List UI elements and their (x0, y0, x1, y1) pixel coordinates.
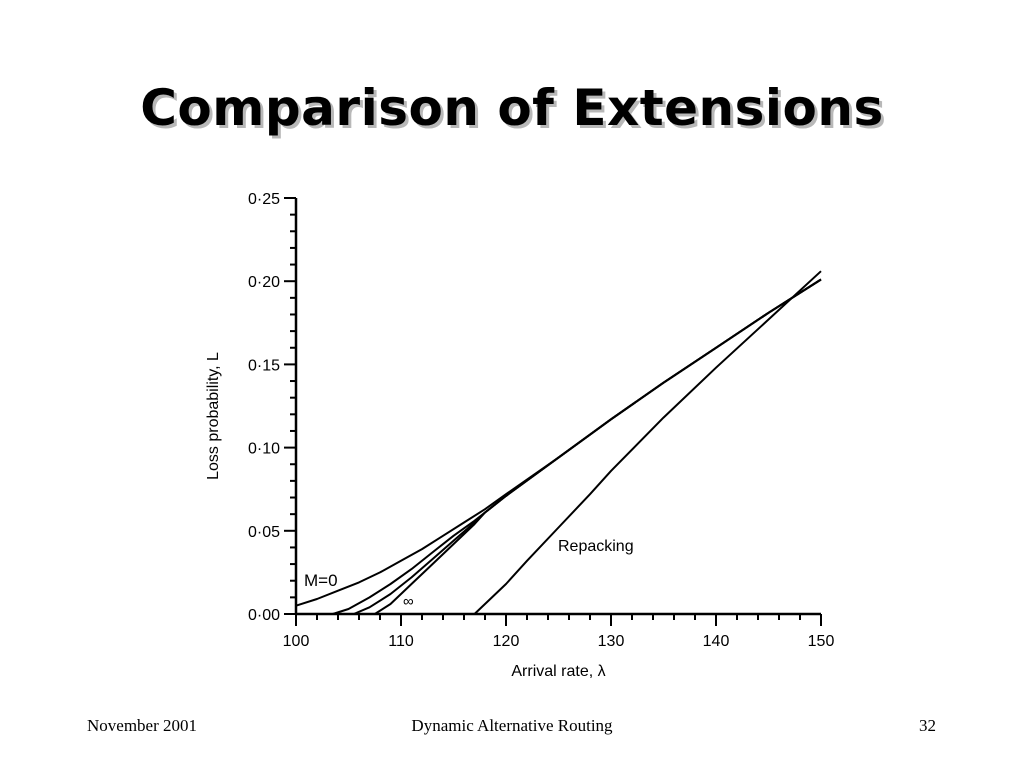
x-tick-label: 110 (388, 633, 414, 650)
chart-labels: 0·00 0·05 0·10 0·15 0·20 0·25 100 110 120 130 140 1… (205, 191, 834, 680)
y-tick-label: 0·20 (248, 274, 280, 291)
y-axis-label: Loss probability, L (205, 352, 222, 480)
x-axis-label: Arrival rate, λ (511, 663, 605, 680)
x-tick-label: 120 (493, 633, 520, 650)
slide-title: Comparison of Extensions (140, 79, 884, 137)
x-tick-label: 100 (283, 633, 310, 650)
footer-date: November 2001 (87, 716, 198, 735)
y-tick-label: 0·15 (248, 357, 280, 374)
x-tick-label: 150 (808, 633, 835, 650)
series-line-3 (353, 278, 822, 615)
series-lines (295, 270, 822, 615)
y-tick-label: 0·10 (248, 441, 280, 458)
x-tick-label: 130 (598, 633, 625, 650)
y-tick-label: 0·05 (248, 524, 280, 541)
footer-presentation-title: Dynamic Alternative Routing (411, 716, 613, 735)
x-tick-label: 140 (703, 633, 730, 650)
series-line-5 (473, 270, 822, 615)
y-tick-label: 0·25 (248, 191, 280, 208)
footer-page-number: 32 (919, 716, 936, 735)
series-line-1 (295, 278, 822, 607)
annotation-infinity: ∞ (403, 593, 414, 610)
series-line-2 (332, 278, 822, 615)
axis-ticks (284, 197, 822, 626)
y-tick-label: 0·00 (248, 607, 280, 624)
annotation-m0: M=0 (304, 571, 338, 590)
annotation-repacking: Repacking (558, 538, 634, 555)
axes (294, 198, 821, 616)
series-line-4 (374, 278, 822, 615)
